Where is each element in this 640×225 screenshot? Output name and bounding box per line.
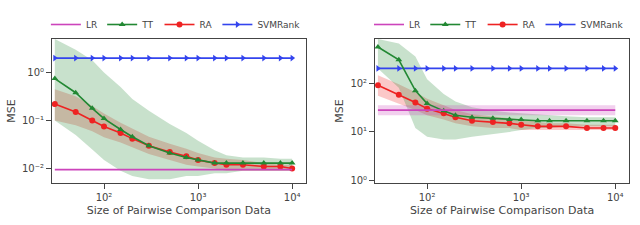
svg-text:TT: TT [141, 20, 153, 30]
svg-text:Size of Pairwise Comparison Da: Size of Pairwise Comparison Data [410, 204, 594, 217]
svg-text:TT: TT [464, 20, 476, 30]
svg-text:10²: 10² [96, 192, 113, 203]
svg-text:RA: RA [523, 20, 536, 30]
svg-text:MSE: MSE [333, 99, 346, 122]
svg-text:SVMRank: SVMRank [257, 20, 300, 30]
svg-text:10⁻¹: 10⁻¹ [22, 115, 44, 126]
svg-text:10²: 10² [350, 78, 367, 89]
svg-text:10⁴: 10⁴ [284, 192, 301, 203]
svg-text:10⁰: 10⁰ [350, 175, 367, 186]
svg-text:10⁻²: 10⁻² [22, 163, 44, 174]
svg-text:LR: LR [86, 20, 97, 30]
svg-text:10³: 10³ [190, 192, 207, 203]
svg-text:10⁰: 10⁰ [27, 67, 44, 78]
svg-text:RA: RA [200, 20, 213, 30]
svg-text:10¹: 10¹ [350, 126, 367, 137]
svg-text:10⁴: 10⁴ [607, 192, 624, 203]
svg-text:Size of Pairwise Comparison Da: Size of Pairwise Comparison Data [87, 204, 271, 217]
svg-text:10³: 10³ [513, 192, 530, 203]
svg-text:LR: LR [409, 20, 420, 30]
svg-text:MSE: MSE [5, 99, 18, 122]
svg-text:SVMRank: SVMRank [581, 20, 624, 30]
svg-text:10²: 10² [419, 192, 436, 203]
